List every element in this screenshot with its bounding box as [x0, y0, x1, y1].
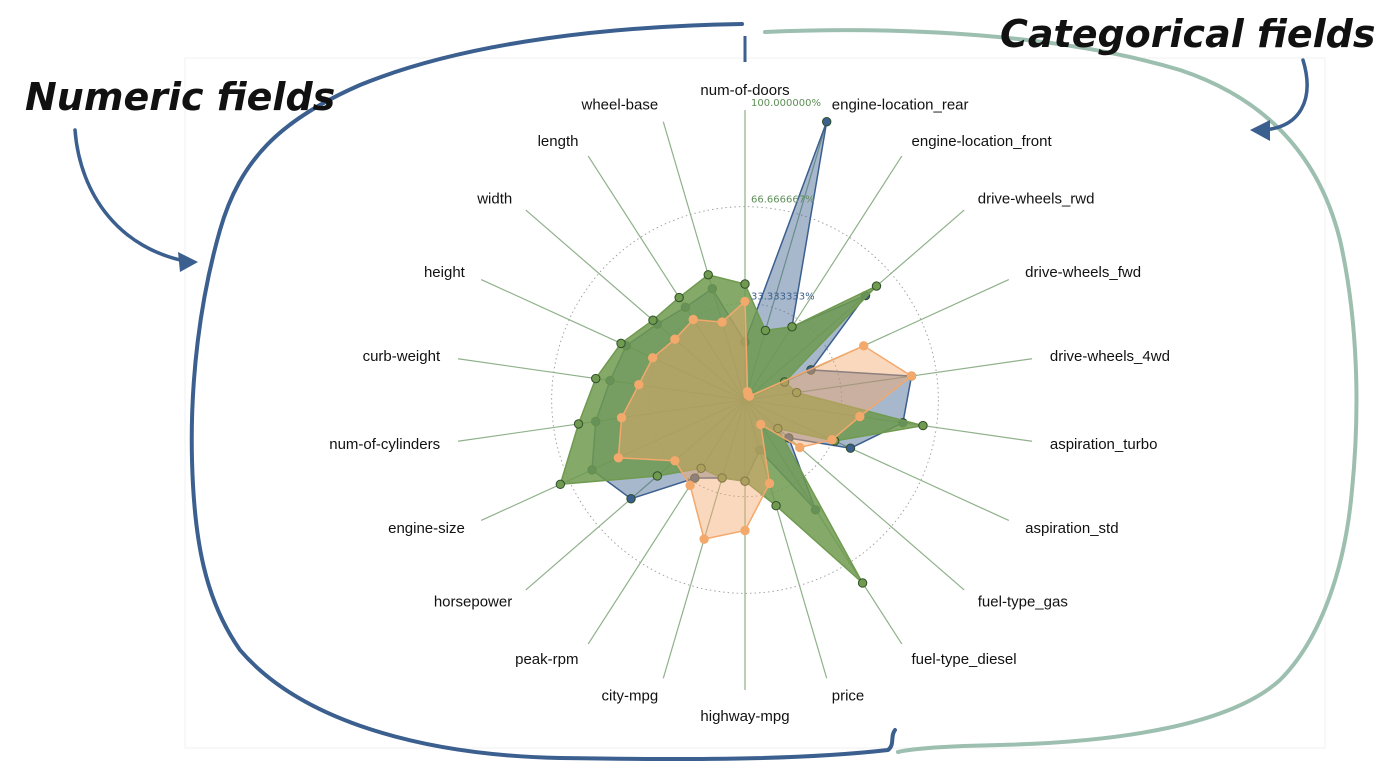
- axis-spoke: [744, 278, 1010, 401]
- tick-label: 66.666667%: [751, 195, 815, 206]
- series-green-point: [703, 270, 713, 280]
- series-orange-point: [755, 419, 766, 430]
- series-green-point: [787, 322, 797, 332]
- series-orange-point: [764, 478, 775, 489]
- categorical-arrow-head-icon: [1250, 120, 1270, 141]
- series-blue-point: [626, 494, 636, 504]
- series-green-point: [648, 315, 658, 325]
- axis-label-peak-rpm: peak-rpm: [515, 651, 578, 668]
- series-orange-point: [740, 296, 750, 307]
- series-orange-point: [613, 453, 624, 463]
- axis-labels: num-of-doors engine-location_rear engine-l…: [329, 82, 1170, 725]
- numeric-arrow-head-icon: [178, 252, 198, 272]
- series-green-point: [791, 387, 802, 398]
- series-orange-point: [827, 435, 837, 445]
- series-layer: [555, 117, 928, 588]
- series-green-point: [871, 281, 882, 291]
- series-blue-point: [822, 117, 832, 127]
- numeric-arrow: [73, 128, 192, 264]
- series-orange-point: [740, 525, 750, 536]
- series-orange-point: [855, 411, 865, 422]
- series-orange-point: [699, 534, 709, 544]
- tick-label: 100.000000%: [751, 98, 821, 109]
- series-green-point: [652, 471, 663, 481]
- numeric-fields-loop: [189, 22, 897, 762]
- series-green-point: [857, 578, 868, 588]
- series-orange-point: [744, 391, 755, 401]
- axis-label-length: length: [538, 133, 579, 150]
- series-orange-point: [906, 371, 917, 381]
- axis-spoke: [744, 399, 965, 591]
- series-green-point: [771, 501, 781, 511]
- series-green-point: [740, 279, 750, 289]
- axis-label-num-of-cylinders: num-of-cylinders: [329, 436, 440, 453]
- categorical-fields-loop: [763, 28, 1359, 754]
- series-green-point: [773, 423, 783, 434]
- axis-label-wheel-base: wheel-base: [581, 96, 659, 113]
- series-green-point: [555, 479, 566, 490]
- series-orange-point: [670, 334, 680, 344]
- axis-label-height: height: [424, 264, 466, 281]
- axis-label-drive-wheels_4wd: drive-wheels_4wd: [1050, 348, 1170, 365]
- axis-label-fuel-type_diesel: fuel-type_diesel: [912, 651, 1017, 668]
- axis-label-city-mpg: city-mpg: [602, 688, 659, 705]
- series-orange-point: [685, 480, 695, 491]
- axis-label-num-of-doors: num-of-doors: [700, 82, 789, 99]
- series-green-point: [674, 292, 684, 303]
- categorical-fields-annotation: Categorical fields: [1000, 12, 1376, 56]
- categorical-arrow: [1260, 58, 1309, 132]
- axis-label-fuel-type_gas: fuel-type_gas: [978, 594, 1068, 611]
- tick-labels: 33.333333% 66.666667% 100.000000%: [751, 98, 821, 302]
- series-green-point: [591, 373, 601, 384]
- axis-label-curb-weight: curb-weight: [363, 348, 441, 365]
- series-green-point: [760, 325, 771, 336]
- series-orange-point: [859, 341, 869, 351]
- axis-label-aspiration_turbo: aspiration_turbo: [1050, 436, 1158, 453]
- numeric-fields-annotation: Numeric fields: [25, 75, 335, 119]
- axis-label-engine-location_front: engine-location_front: [912, 133, 1053, 150]
- series-green-point: [717, 473, 727, 483]
- series-orange-point: [717, 317, 727, 327]
- axis-label-engine-location_rear: engine-location_rear: [832, 96, 969, 113]
- series-orange-point: [688, 314, 698, 325]
- axis-label-engine-size: engine-size: [388, 520, 465, 537]
- axis-label-horsepower: horsepower: [434, 594, 512, 611]
- series-green-point: [696, 463, 706, 474]
- axis-label-highway-mpg: highway-mpg: [700, 708, 789, 725]
- plot-frame: [184, 57, 1326, 749]
- series-green-point: [918, 420, 928, 431]
- series-green-point: [740, 476, 750, 486]
- axis-label-drive-wheels_rwd: drive-wheels_rwd: [978, 190, 1095, 207]
- series-orange-point: [647, 353, 658, 363]
- tick-label: 33.333333%: [751, 291, 815, 302]
- series-orange-point: [670, 456, 680, 466]
- series-green-point: [573, 419, 584, 429]
- series-blue-point: [690, 473, 700, 483]
- series-green-point: [616, 338, 626, 349]
- series-orange-point: [795, 442, 805, 453]
- series-orange-point: [634, 380, 644, 390]
- axis-label-drive-wheels_fwd: drive-wheels_fwd: [1025, 264, 1141, 281]
- series-orange-point: [616, 413, 627, 423]
- axis-label-width: width: [476, 190, 512, 207]
- series-blue-point: [845, 443, 856, 453]
- axis-label-price: price: [832, 688, 865, 705]
- axis-label-aspiration_std: aspiration_std: [1025, 520, 1118, 537]
